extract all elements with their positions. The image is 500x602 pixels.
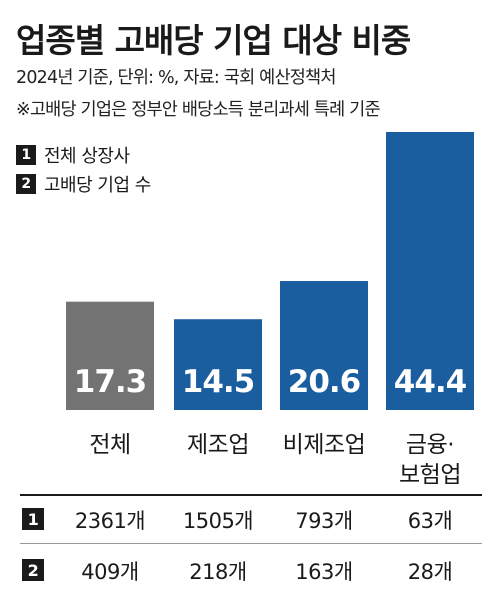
bar-total: [66, 301, 154, 410]
legend-item-listed: 1 전체 상장사: [16, 142, 130, 168]
value-label-manufacturing: 14.5: [182, 364, 255, 400]
chart-note: ※고배당 기업은 정부안 배당소득 분리과세 특례 기준: [16, 100, 381, 120]
table-row-high-dividend: 2 409개 218개 163개 28개: [0, 551, 500, 587]
category-label-finance-1: 금융·: [406, 432, 454, 458]
cell-listed-finance: 63개: [407, 509, 453, 533]
chart-subtitle: 2024년 기준, 단위: %, 자료: 국회 예산정책처: [16, 68, 336, 88]
bar-nonmanufacturing: [280, 281, 368, 410]
legend-label-high-dividend: 고배당 기업 수: [44, 175, 151, 196]
table-middle-rule: [20, 543, 482, 544]
cell-listed-nonmanufacturing: 793개: [295, 509, 353, 533]
value-label-finance: 44.4: [394, 364, 467, 400]
table-top-rule: [20, 494, 482, 496]
legend-marker-2: 2: [16, 174, 36, 194]
row-marker-2: 2: [22, 559, 44, 581]
cell-hd-nonmanufacturing: 163개: [295, 560, 353, 584]
legend-label-listed: 전체 상장사: [44, 146, 130, 167]
category-label-nonmanufacturing: 비제조업: [283, 432, 366, 458]
cell-listed-total: 2361개: [74, 509, 146, 533]
value-label-total: 17.3: [74, 364, 147, 400]
cell-hd-manufacturing: 218개: [189, 560, 247, 584]
bar-group: 17.3 전체 14.5 제조업 20.6 비제조업 44.4 금융· 보험업: [66, 132, 474, 488]
row-marker-1: 1: [22, 508, 44, 530]
cell-listed-manufacturing: 1505개: [182, 509, 254, 533]
cell-hd-total: 409개: [81, 560, 139, 584]
legend-marker-1: 1: [16, 145, 36, 165]
bar-manufacturing: [174, 319, 262, 410]
value-label-nonmanufacturing: 20.6: [288, 364, 361, 400]
table-row-listed: 1 2361개 1505개 793개 63개: [0, 500, 500, 536]
cell-hd-finance: 28개: [407, 560, 453, 584]
chart-title: 업종별 고배당 기업 대상 비중: [16, 21, 411, 60]
category-label-manufacturing: 제조업: [187, 432, 249, 458]
legend-item-high-dividend: 2 고배당 기업 수: [16, 171, 151, 197]
category-label-finance-2: 보험업: [399, 462, 461, 488]
bar-finance: [386, 132, 474, 410]
category-label-total: 전체: [89, 432, 130, 458]
